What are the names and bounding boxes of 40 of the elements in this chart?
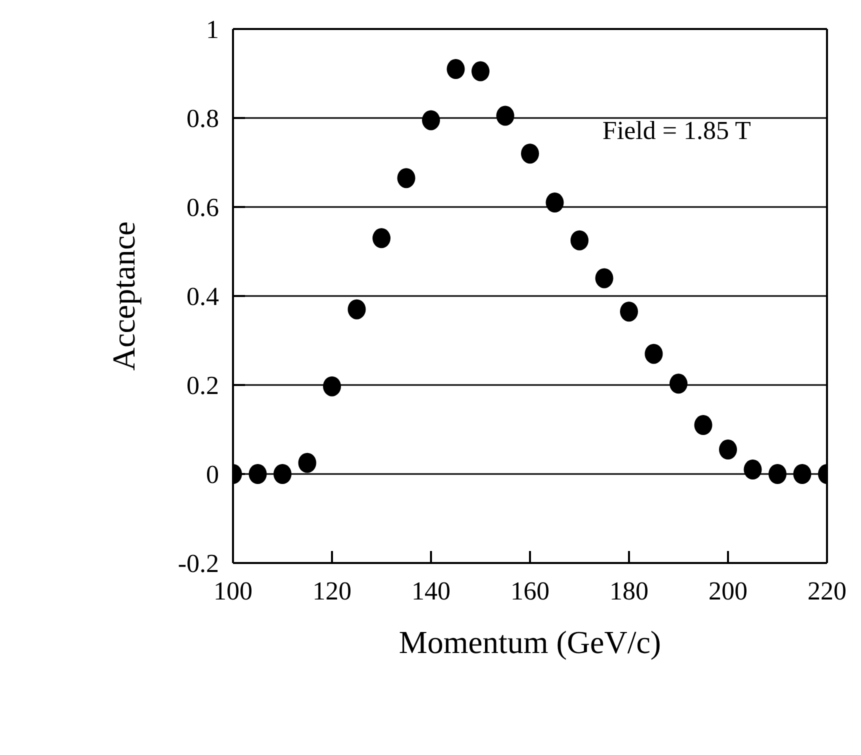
x-tick-label: 100 bbox=[214, 576, 252, 606]
y-tick-label: 0.6 bbox=[186, 193, 219, 222]
point bbox=[397, 168, 416, 188]
y-tick-label: 0.2 bbox=[186, 371, 219, 400]
point bbox=[472, 61, 490, 82]
y-tick-label: 0.4 bbox=[186, 282, 219, 312]
y-tick-label: 0.8 bbox=[186, 104, 219, 134]
point bbox=[372, 228, 390, 248]
point bbox=[496, 106, 514, 126]
x-tick-label: 220 bbox=[808, 576, 846, 606]
point bbox=[793, 464, 812, 484]
point bbox=[595, 268, 614, 288]
point bbox=[446, 59, 465, 80]
point bbox=[521, 144, 539, 164]
x-tick-label: 200 bbox=[708, 576, 748, 606]
x-axis-title: Momentum (GeV/c) bbox=[398, 624, 662, 660]
point bbox=[744, 460, 762, 480]
y-axis-title: Acceptance bbox=[105, 221, 142, 371]
y-tick-label: -0.2 bbox=[178, 549, 219, 578]
x-tick-label: 120 bbox=[312, 576, 352, 606]
annotation: Field = 1.85 T bbox=[602, 116, 751, 146]
point bbox=[298, 452, 316, 473]
point bbox=[348, 299, 366, 320]
point bbox=[422, 110, 440, 130]
point bbox=[546, 192, 564, 213]
point bbox=[644, 344, 663, 364]
point bbox=[323, 376, 341, 396]
point bbox=[694, 415, 712, 436]
point bbox=[719, 440, 737, 460]
point bbox=[570, 230, 588, 250]
y-tick-label: 1 bbox=[206, 15, 219, 44]
x-tick-label: 180 bbox=[610, 576, 648, 606]
point bbox=[768, 464, 786, 484]
x-tick-label: 160 bbox=[510, 576, 550, 606]
point bbox=[670, 374, 688, 394]
y-tick-label: 0 bbox=[206, 460, 219, 490]
x-tick-label: 140 bbox=[412, 576, 450, 606]
point bbox=[248, 464, 267, 484]
point bbox=[620, 302, 638, 322]
point bbox=[274, 464, 292, 484]
